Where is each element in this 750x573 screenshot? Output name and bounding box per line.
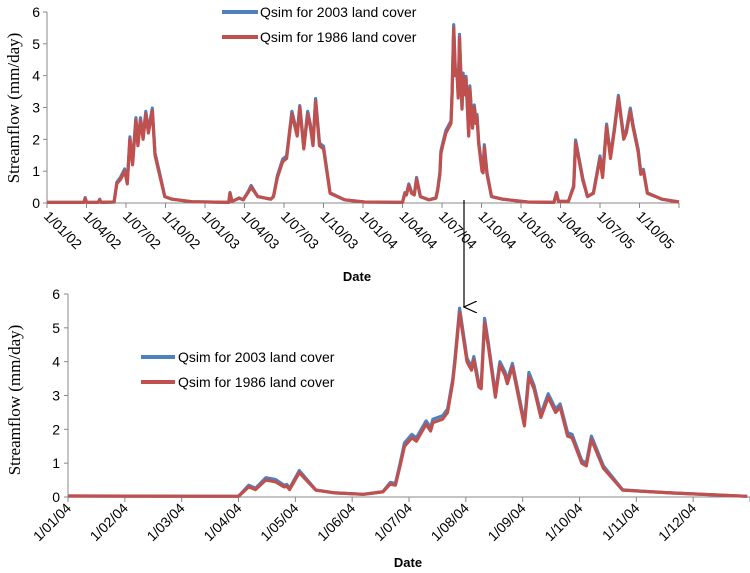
x-tick-label: 1/10/05	[633, 208, 677, 252]
legend-label: Qsim for 2003 land cover	[178, 349, 335, 365]
bottom-chart: Streamflow (mm/day) Date 0 1 2 3 4 5 6 1/01/04 1…	[5, 286, 750, 570]
legend-label: Qsim for 1986 land cover	[260, 29, 417, 45]
y-tick-label: 4	[32, 68, 40, 84]
top-chart: Streamflow (mm/day) Date 01234561/01/021…	[4, 4, 680, 284]
series-line-1986	[47, 26, 680, 204]
x-tick-label: 1/01/04	[30, 500, 74, 544]
x-tick-label: 1/07/03	[278, 208, 322, 252]
x-tick-label: 1/04/04	[200, 500, 244, 544]
x-tick-label: 1/11/04	[599, 500, 643, 544]
x-tick-label: 1/12/04	[655, 500, 699, 544]
x-tick-label: 1/07/05	[594, 208, 638, 252]
bottom-x-axis-label: Date	[394, 555, 422, 570]
y-tick-label: 4	[52, 354, 60, 370]
y-tick-label: 2	[52, 421, 60, 437]
y-tick-label: 0	[32, 195, 40, 211]
x-tick-label: 1/10/02	[159, 208, 203, 252]
x-tick-label: 1/10/04	[541, 500, 585, 544]
x-tick-label: 1/01/02	[41, 208, 85, 252]
y-tick-label: 2	[32, 131, 40, 147]
legend-label: Qsim for 1986 land cover	[178, 374, 335, 390]
x-tick-label: 1/01/04	[357, 208, 401, 252]
y-tick-label: 1	[52, 455, 60, 471]
y-tick-label: 5	[52, 320, 60, 336]
series-line-2003	[67, 306, 748, 498]
y-tick-label: 0	[52, 489, 60, 505]
top-y-axis-label: Streamflow (mm/day)	[4, 33, 23, 184]
y-tick-label: 3	[32, 100, 40, 116]
x-tick-label: 1/04/05	[554, 208, 598, 252]
x-tick-label: 1/01/03	[199, 208, 243, 252]
x-tick-label: 1/03/04	[143, 500, 187, 544]
y-tick-label: 6	[52, 286, 60, 302]
x-tick-label: 1/01/05	[515, 208, 559, 252]
x-tick-label: 1/08/04	[428, 500, 472, 544]
x-tick-label: 1/02/04	[87, 500, 131, 544]
series-line-2003	[47, 23, 680, 204]
y-tick-label: 6	[32, 4, 40, 20]
x-tick-label: 1/07/02	[120, 208, 164, 252]
x-tick-label: 1/04/03	[238, 208, 282, 252]
top-x-axis-label: Date	[343, 269, 371, 284]
x-tick-label: 1/04/04	[396, 208, 440, 252]
bottom-y-axis-label: Streamflow (mm/day)	[5, 325, 24, 476]
x-tick-label: 1/06/04	[314, 500, 358, 544]
x-tick-label: 1/10/03	[317, 208, 361, 252]
y-tick-label: 1	[32, 163, 40, 179]
x-tick-label: 1/09/04	[484, 500, 528, 544]
x-tick-label: 1/05/04	[257, 500, 301, 544]
y-tick-label: 3	[52, 388, 60, 404]
x-tick-label: 1/10/04	[475, 208, 519, 252]
legend-label: Qsim for 2003 land cover	[260, 4, 417, 20]
y-tick-label: 5	[32, 36, 40, 52]
x-tick-label: 1/07/04	[436, 208, 480, 252]
series-line-1986	[67, 311, 748, 498]
x-tick-label: 1/04/02	[80, 208, 124, 252]
x-tick-label: 1/07/04	[371, 500, 415, 544]
